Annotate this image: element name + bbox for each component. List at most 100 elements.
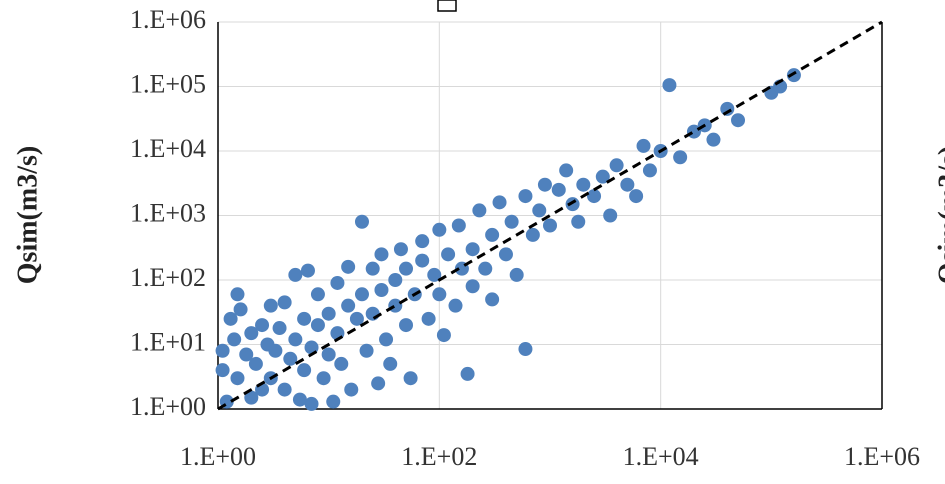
point — [263, 298, 278, 313]
point — [485, 292, 500, 307]
point — [441, 247, 456, 262]
point — [344, 382, 359, 397]
y-tick-label: 1.E+05 — [130, 69, 206, 98]
point — [277, 382, 292, 397]
point — [537, 177, 552, 192]
point — [543, 218, 557, 233]
y-tick-label: 1.E+02 — [130, 263, 206, 292]
point — [415, 234, 430, 249]
point — [662, 78, 677, 93]
point — [371, 376, 386, 391]
y-tick-label: 1.E+03 — [130, 198, 206, 227]
point — [421, 311, 436, 326]
y-tick-label: 1.E+00 — [130, 392, 206, 421]
point — [268, 343, 283, 358]
point — [620, 177, 635, 192]
point — [244, 390, 259, 405]
point — [341, 298, 356, 313]
point — [272, 321, 287, 336]
point — [297, 363, 312, 378]
point — [359, 343, 374, 358]
point — [354, 214, 369, 229]
point — [720, 101, 735, 116]
y-axis-label: Qsim(m3/s) — [12, 146, 43, 284]
point — [587, 189, 602, 204]
point — [525, 227, 540, 242]
point — [518, 189, 533, 204]
point — [316, 371, 331, 386]
point — [215, 363, 230, 378]
point — [642, 163, 657, 178]
point — [297, 311, 312, 326]
point — [292, 392, 307, 407]
point — [436, 328, 451, 343]
point — [485, 227, 500, 242]
point — [460, 366, 475, 381]
point — [451, 218, 466, 233]
x-tick-label: 1.E+00 — [180, 442, 256, 471]
point — [432, 287, 447, 302]
point — [365, 261, 380, 276]
point — [383, 356, 398, 371]
point — [576, 177, 591, 192]
point — [532, 203, 547, 218]
point — [248, 356, 263, 371]
point — [277, 295, 292, 310]
point — [415, 253, 430, 268]
point — [393, 242, 408, 257]
y-tick-label: 1.E+01 — [130, 327, 206, 356]
point — [472, 203, 487, 218]
point — [239, 347, 254, 362]
point — [244, 326, 259, 341]
point — [559, 163, 574, 178]
point — [636, 138, 651, 153]
x-tick-label: 1.E+02 — [401, 442, 477, 471]
point — [595, 169, 610, 184]
point — [223, 311, 238, 326]
point — [786, 68, 801, 83]
point — [509, 267, 524, 282]
point — [731, 113, 746, 128]
point — [283, 351, 298, 366]
point — [399, 261, 414, 276]
point — [571, 214, 586, 229]
point — [321, 347, 336, 362]
point — [551, 182, 566, 197]
point — [565, 197, 580, 212]
point — [365, 306, 380, 321]
point — [498, 247, 513, 262]
point — [310, 318, 325, 333]
point — [227, 332, 242, 347]
point — [349, 311, 364, 326]
point — [230, 287, 245, 302]
point — [609, 158, 624, 173]
point — [388, 298, 403, 313]
point — [233, 302, 248, 317]
x-tick-label: 1.E+06 — [844, 442, 920, 471]
point — [427, 267, 442, 282]
point — [706, 132, 721, 147]
point — [629, 189, 644, 204]
point — [255, 318, 270, 333]
clipped-title-box — [437, 0, 457, 12]
point — [478, 261, 493, 276]
x-tick-label: 1.E+04 — [623, 442, 699, 471]
point — [341, 259, 356, 274]
point — [603, 208, 618, 223]
point — [388, 273, 403, 287]
point — [334, 356, 349, 371]
point — [304, 396, 319, 411]
point — [300, 263, 315, 278]
y-tick-label: 1.E+06 — [130, 5, 206, 34]
point — [448, 298, 463, 313]
point — [230, 371, 245, 386]
point — [379, 332, 394, 347]
point — [432, 222, 447, 237]
point — [492, 195, 507, 210]
point — [321, 306, 336, 321]
point — [673, 150, 688, 165]
reference-line — [217, 20, 883, 411]
point — [288, 332, 303, 347]
y-axis-label: Qsim(m3/s) — [933, 146, 945, 284]
